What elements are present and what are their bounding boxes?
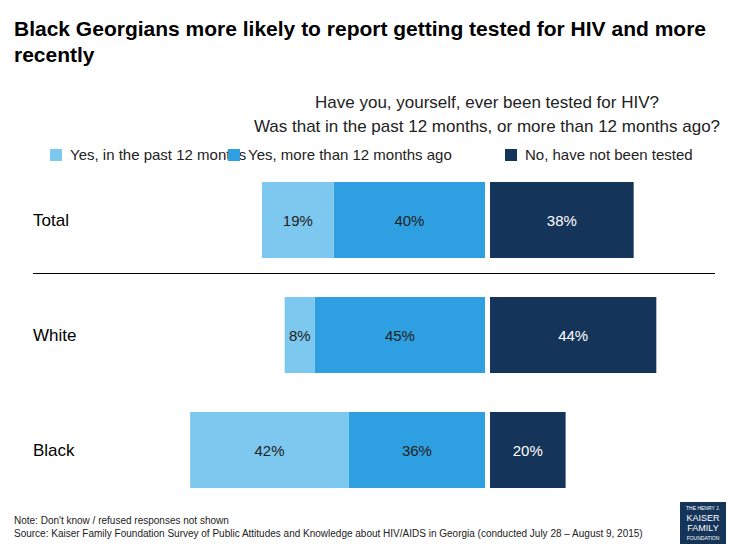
data-label: 36% <box>402 442 432 459</box>
data-label: 44% <box>558 327 588 344</box>
logo-box <box>680 502 726 544</box>
title-line: recently <box>14 43 95 66</box>
bar-segment <box>315 297 485 373</box>
data-label: 40% <box>394 212 424 229</box>
bar-segment <box>262 182 334 258</box>
note: Source: Kaiser Family Foundation Survey … <box>14 528 643 539</box>
bars <box>190 182 656 488</box>
logo-text: FAMILY <box>687 523 718 533</box>
logo-text: THE HENRY J. <box>686 505 720 511</box>
data-label: 45% <box>385 327 415 344</box>
bar-segment <box>490 182 634 258</box>
data-label: 42% <box>255 442 285 459</box>
bar-segment <box>285 297 315 373</box>
category-label: Black <box>33 441 75 460</box>
legend-label: Yes, more than 12 months ago <box>248 146 452 163</box>
data-label: 20% <box>513 442 543 459</box>
subtitle: Have you, yourself, ever been tested for… <box>315 93 659 112</box>
category-label: White <box>33 326 76 345</box>
category-label: Total <box>33 211 69 230</box>
subtitle: Was that in the past 12 months, or more … <box>254 117 720 136</box>
data-label: 8% <box>289 327 311 344</box>
bar-segment <box>190 412 349 488</box>
legend-label: No, have not been tested <box>525 146 693 163</box>
legend-swatch <box>228 149 240 161</box>
labels: Total 40% 19% 38% White 45% 8% 44% Black 36% 42% 20… <box>33 211 588 460</box>
legend-label: Yes, in the past 12 months <box>70 146 246 163</box>
chart: Black Georgians more likely to report ge… <box>0 0 735 551</box>
bar-segment <box>490 412 566 488</box>
title: Black Georgians more likely to report ge… <box>14 17 706 66</box>
bar-segment <box>349 412 485 488</box>
title-line: Black Georgians more likely to report ge… <box>14 17 706 40</box>
bar-segment <box>334 182 485 258</box>
bar-segment <box>490 297 656 373</box>
separator <box>33 273 715 274</box>
data-label: 19% <box>283 212 313 229</box>
note: Note: Don't know / refused responses not… <box>14 515 229 526</box>
logo-text: FOUNDATION <box>687 535 720 541</box>
logo-text: KAISER <box>686 513 720 523</box>
legend-swatch <box>505 149 517 161</box>
data-label: 38% <box>547 212 577 229</box>
legend-swatch <box>50 149 62 161</box>
